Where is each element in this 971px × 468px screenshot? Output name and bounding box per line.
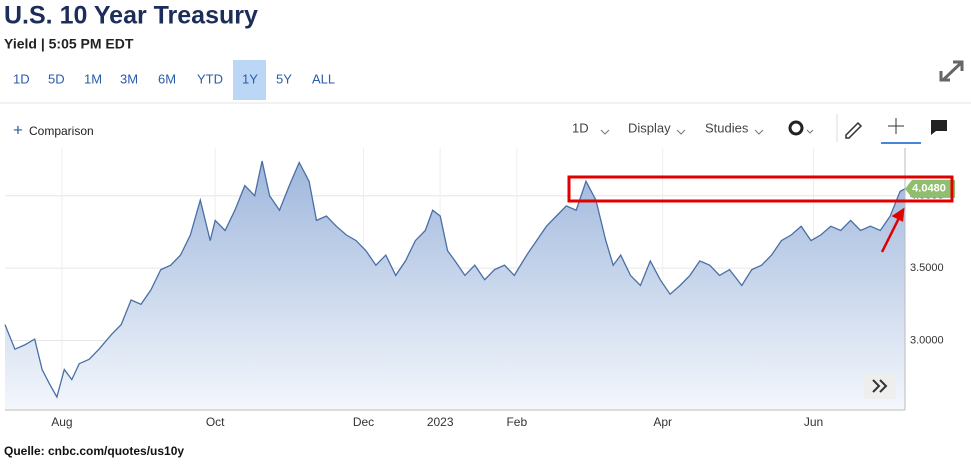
x-tick-label: Oct <box>206 415 225 429</box>
x-tick-label: Aug <box>51 415 72 429</box>
studies-select[interactable]: Studies <box>705 120 749 135</box>
last-value-label: 4.0480 <box>912 183 946 195</box>
chevron <box>676 129 686 135</box>
comment-icon[interactable] <box>931 120 947 135</box>
last-value-badge <box>905 179 955 198</box>
title: U.S. 10 Year Treasury <box>4 2 258 30</box>
crosshair-icon[interactable] <box>888 118 904 134</box>
highlight-box <box>567 175 954 203</box>
range-button[interactable]: 6M <box>158 71 176 86</box>
x-tick-label: Dec <box>353 415 374 429</box>
range-button[interactable]: 1Y <box>242 71 258 86</box>
source: Quelle: cnbc.com/quotes/us10y <box>4 444 184 458</box>
range-button[interactable]: 1D <box>13 71 30 86</box>
draw-icon[interactable] <box>845 121 863 139</box>
range-button[interactable]: ALL <box>312 71 335 86</box>
area-fill <box>5 161 905 410</box>
range-button[interactable]: 5D <box>48 71 65 86</box>
chevron <box>754 129 764 135</box>
range-button[interactable]: 1M <box>84 71 102 86</box>
range-active <box>233 60 266 100</box>
comparison-button[interactable]: Comparison <box>29 124 94 138</box>
display-select[interactable]: Display <box>628 120 671 135</box>
range-button[interactable]: 5Y <box>276 71 292 86</box>
yield-line <box>4 160 906 399</box>
pointer-arrow <box>880 207 905 253</box>
range-button[interactable]: 3M <box>120 71 138 86</box>
interval-select[interactable]: 1D <box>572 120 589 135</box>
y-tick-label: 3.0000 <box>910 334 944 346</box>
plus-icon[interactable]: + <box>13 120 23 139</box>
x-tick-label: Jun <box>804 415 823 429</box>
settings-icon[interactable] <box>788 120 814 136</box>
chevron <box>600 129 610 135</box>
x-tick-label: Feb <box>506 415 527 429</box>
subtitle: Yield | 5:05 PM EDT <box>4 36 134 52</box>
next-button[interactable] <box>864 373 896 399</box>
range-button[interactable]: YTD <box>197 71 223 86</box>
x-tick-label: 2023 <box>427 415 454 429</box>
plot: 3.00003.50004.0000AugOctDec2023FebAprJun… <box>4 148 955 429</box>
range-bar: 1D 5D 1M 3M 6M YTD 1Y 5Y ALL <box>13 60 335 100</box>
expand-icon[interactable] <box>939 60 964 82</box>
x-tick-label: Apr <box>653 415 672 429</box>
y-tick-label: 3.5000 <box>910 262 944 274</box>
